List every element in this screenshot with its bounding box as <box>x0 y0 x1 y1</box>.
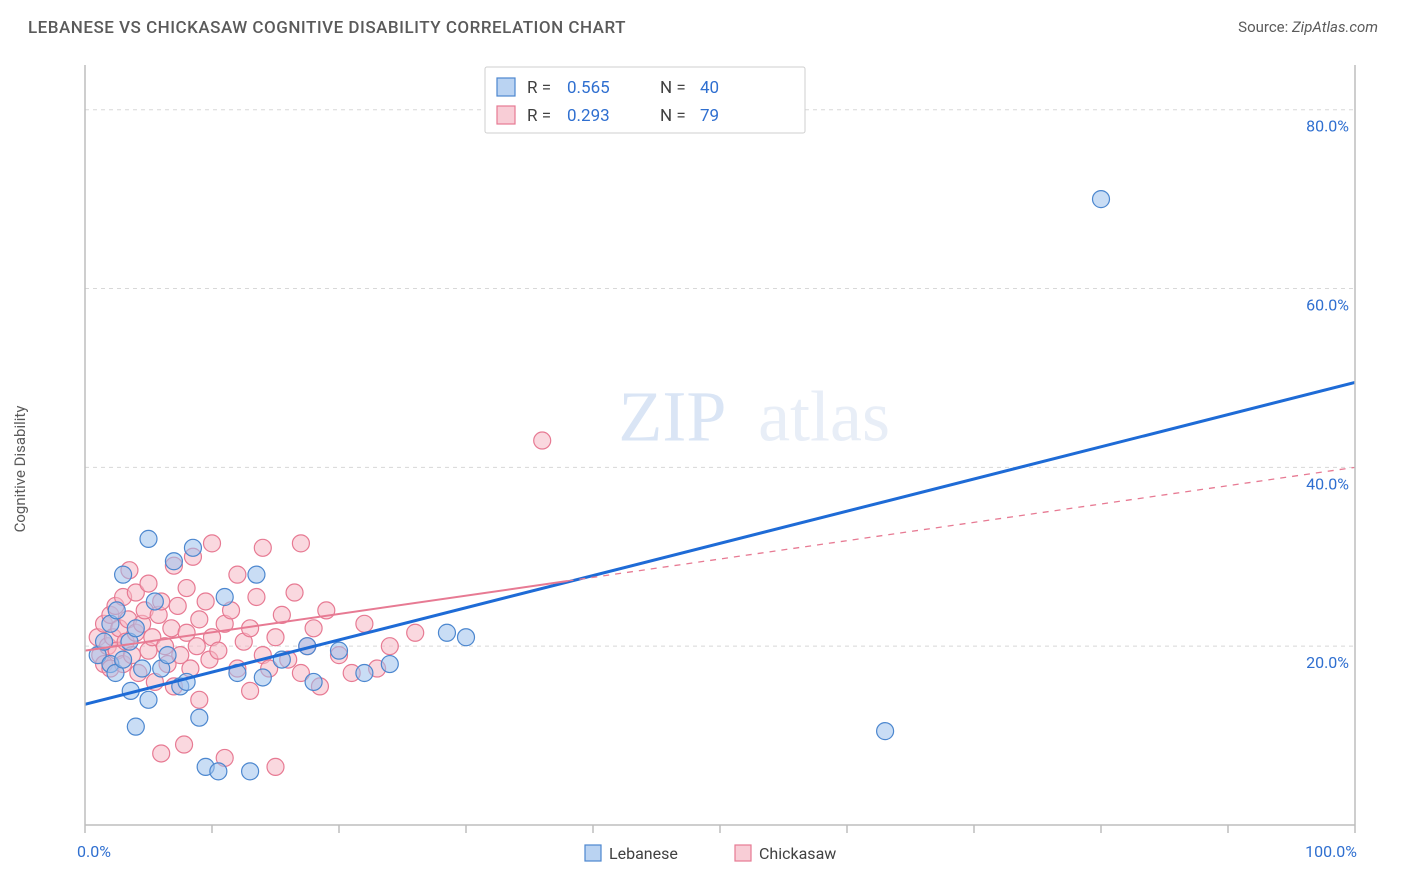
data-point <box>286 584 303 601</box>
legend-n-value: 79 <box>700 106 719 126</box>
source-value: ZipAtlas.com <box>1292 18 1378 36</box>
data-point <box>191 709 208 726</box>
legend-n-value: 40 <box>700 78 719 98</box>
data-point <box>210 763 227 780</box>
data-point <box>197 593 214 610</box>
y-axis-label: Cognitive Disability <box>11 405 29 532</box>
data-point <box>381 638 398 655</box>
x-min-label: 0.0% <box>77 842 111 861</box>
data-point <box>165 553 182 570</box>
data-point <box>292 535 309 552</box>
series-name: Lebanese <box>609 844 678 863</box>
data-point <box>438 624 455 641</box>
data-point <box>176 736 193 753</box>
data-point <box>242 682 259 699</box>
data-point <box>407 624 424 641</box>
data-point <box>331 642 348 659</box>
data-point <box>188 638 205 655</box>
data-point <box>159 647 176 664</box>
data-point <box>534 432 551 449</box>
data-point <box>134 660 151 677</box>
data-point <box>153 745 170 762</box>
data-point <box>229 566 246 583</box>
data-point <box>254 539 271 556</box>
correlation-scatter-chart: 20.0% 40.0% 60.0% 80.0% ZIP atlas 0.0% 100.0% R … <box>30 55 1376 875</box>
data-point <box>210 642 227 659</box>
data-point <box>140 575 157 592</box>
data-point <box>115 566 132 583</box>
data-point <box>140 530 157 547</box>
y-tick-label: 60.0% <box>1306 296 1349 315</box>
data-point <box>204 535 221 552</box>
legend-n-label: N = <box>660 78 686 98</box>
trend-line-extrapolated <box>568 467 1355 581</box>
legend-swatch <box>497 106 515 124</box>
data-point <box>216 589 233 606</box>
x-max-label: 100.0% <box>1305 842 1357 861</box>
data-point <box>356 615 373 632</box>
data-point <box>115 651 132 668</box>
series-name: Chickasaw <box>759 844 836 863</box>
legend-n-label: N = <box>660 106 686 126</box>
data-point <box>191 691 208 708</box>
legend-r-label: R = <box>527 78 551 98</box>
watermark-light: atlas <box>758 377 890 457</box>
data-point <box>146 593 163 610</box>
data-point <box>108 602 125 619</box>
data-point <box>305 620 322 637</box>
y-tick-label: 20.0% <box>1306 653 1349 672</box>
source-attribution: Source: ZipAtlas.com <box>1238 18 1378 36</box>
data-point <box>305 673 322 690</box>
y-tick-label: 40.0% <box>1306 474 1349 493</box>
data-point <box>248 589 265 606</box>
source-label: Source: <box>1238 18 1288 36</box>
data-point <box>356 665 373 682</box>
data-point <box>381 656 398 673</box>
legend-r-value: 0.565 <box>567 78 610 98</box>
data-point <box>169 597 186 614</box>
data-point <box>191 611 208 628</box>
data-point <box>127 718 144 735</box>
data-point <box>242 763 259 780</box>
legend-swatch <box>497 78 515 96</box>
legend-r-value: 0.293 <box>567 106 610 126</box>
data-point <box>184 539 201 556</box>
data-point <box>140 691 157 708</box>
data-point <box>254 669 271 686</box>
chart-container: Cognitive Disability 20.0%40.0%60.0%80.0… <box>30 55 1376 882</box>
data-point <box>127 620 144 637</box>
data-point <box>1093 191 1110 208</box>
data-point <box>163 620 180 637</box>
data-point <box>248 566 265 583</box>
legend-r-label: R = <box>527 106 551 126</box>
watermark-bold: ZIP <box>618 377 726 457</box>
data-point <box>178 580 195 597</box>
series-swatch <box>735 845 751 861</box>
series-swatch <box>585 845 601 861</box>
y-tick-label: 80.0% <box>1306 117 1349 136</box>
data-point <box>267 629 284 646</box>
chart-title: LEBANESE VS CHICKASAW COGNITIVE DISABILI… <box>28 18 626 38</box>
data-point <box>877 723 894 740</box>
data-point <box>458 629 475 646</box>
data-point <box>267 758 284 775</box>
